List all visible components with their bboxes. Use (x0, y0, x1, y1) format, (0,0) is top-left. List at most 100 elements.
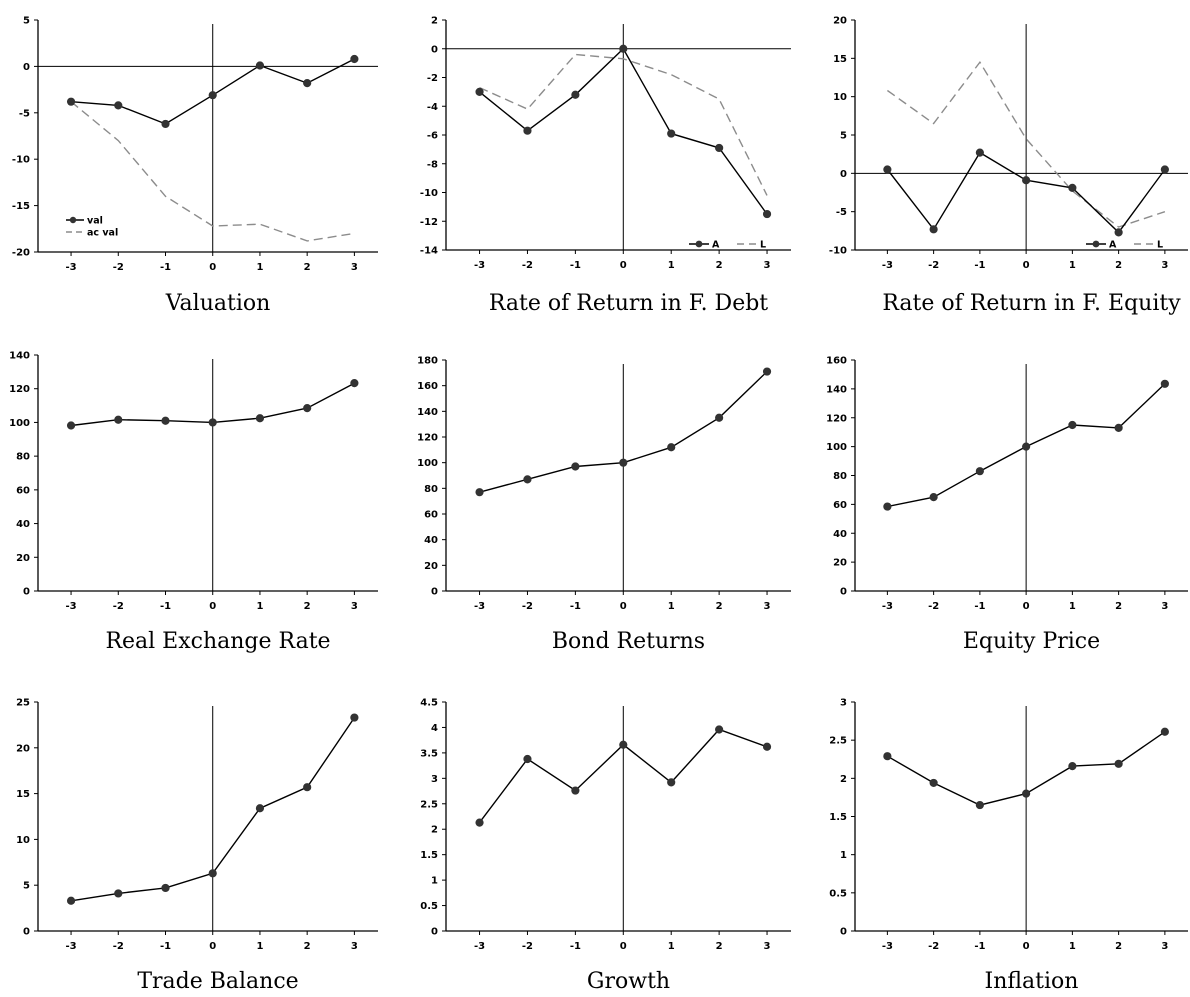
chart-svg: 160 140 120 100 80 60 40 20 0 -3 -2 -1 0 1 2 3 Equity Pr… (826, 356, 1188, 654)
y-tick-label: 0 (431, 927, 438, 938)
y-tick-label: 60 (833, 500, 847, 511)
y-tick-label: 40 (424, 535, 438, 546)
data-point (66, 421, 76, 430)
x-tick-label: -1 (160, 941, 171, 952)
data-point (1068, 183, 1077, 192)
data-point (523, 475, 532, 484)
legend-marker (1092, 240, 1100, 248)
chart-caption: Valuation (165, 291, 271, 316)
data-point (161, 119, 170, 129)
y-tick-label: -6 (427, 131, 438, 142)
y-tick-label: 15 (16, 789, 30, 800)
y-tick-label: 15 (833, 54, 847, 65)
y-tick-label: 4.5 (420, 698, 438, 709)
series-l (479, 53, 768, 196)
y-tick-label: -5 (836, 207, 847, 218)
data-point (571, 462, 580, 471)
x-tick-label: 1 (1069, 260, 1076, 271)
y-tick-label: 25 (16, 698, 30, 709)
chart-svg: 25 20 15 10 5 0 -3 -2 -1 0 1 2 3 Trade Balance (16, 698, 378, 994)
y-tick-label: -20 (12, 248, 30, 259)
chart-caption: Growth (587, 969, 670, 992)
data-point (883, 752, 892, 761)
x-tick-label: -1 (974, 601, 985, 612)
data-point (667, 778, 676, 787)
x-tick-label: 0 (209, 601, 216, 612)
data-point (475, 818, 484, 827)
y-tick-label: 40 (16, 519, 30, 530)
x-tick-label: 3 (764, 941, 771, 952)
y-tick-label: 2 (431, 16, 438, 27)
data-point (161, 883, 170, 893)
y-tick-label: 2 (840, 774, 847, 785)
y-tick-label: 180 (417, 356, 438, 367)
x-tick-label: 3 (351, 941, 358, 952)
x-tick-label: -2 (522, 941, 533, 952)
x-tick-label: 0 (1023, 260, 1030, 271)
data-point (475, 488, 484, 497)
data-point (208, 91, 217, 100)
data-point (255, 61, 265, 70)
panel-rate-of-return-in-f-equity: 20 15 10 5 0 -5 -10 -3 -2 -1 0 1 2 3 A L Rate of Return … (794, 0, 1190, 330)
y-tick-label: 120 (826, 413, 847, 424)
x-tick-label: -3 (474, 601, 485, 612)
data-point (975, 800, 984, 810)
y-tick-label: 20 (833, 558, 847, 569)
y-tick-label: 20 (16, 743, 30, 754)
y-tick-label: 140 (826, 384, 847, 395)
data-point (1022, 442, 1031, 451)
data-point (929, 225, 938, 234)
data-point (114, 889, 123, 898)
x-tick-label: -2 (928, 941, 939, 952)
x-tick-label: 1 (668, 601, 675, 612)
data-point (303, 783, 312, 792)
y-tick-label: 140 (9, 351, 30, 362)
data-point (1114, 423, 1123, 432)
x-tick-label: -1 (570, 941, 581, 952)
legend-label: ac val (87, 228, 118, 239)
y-tick-label: 0.5 (420, 901, 438, 912)
data-point (715, 725, 724, 734)
x-tick-label: -1 (570, 260, 581, 271)
y-tick-label: 10 (833, 92, 847, 103)
x-tick-label: 1 (256, 601, 263, 612)
x-tick-label: -3 (882, 260, 893, 271)
y-tick-label: -5 (19, 108, 30, 119)
legend-label: L (1157, 240, 1163, 251)
data-point (619, 44, 628, 53)
y-tick-label: 0 (23, 62, 30, 73)
x-tick-label: 1 (668, 260, 675, 271)
y-tick-label: 0 (23, 587, 30, 598)
x-tick-label: 0 (209, 262, 216, 273)
y-tick-label: 40 (833, 529, 847, 540)
y-tick-label: 5 (840, 131, 847, 142)
x-tick-label: 3 (1161, 601, 1168, 612)
chart-caption: Inflation (985, 969, 1079, 992)
data-point (883, 165, 892, 174)
y-tick-label: 1.5 (420, 850, 438, 861)
x-tick-label: 3 (1161, 941, 1168, 952)
x-tick-label: 2 (716, 260, 723, 271)
data-point (975, 467, 984, 476)
x-tick-label: 2 (716, 601, 723, 612)
data-point (208, 869, 217, 878)
y-tick-label: 100 (417, 458, 438, 469)
y-tick-label: 5 (23, 16, 30, 27)
y-tick-label: 2.5 (829, 736, 847, 747)
y-tick-label: 20 (424, 561, 438, 572)
x-tick-label: 1 (1069, 941, 1076, 952)
x-tick-label: -2 (522, 601, 533, 612)
data-point (255, 414, 265, 423)
data-point (523, 126, 532, 135)
x-tick-label: 2 (1115, 941, 1122, 952)
y-tick-label: 2 (431, 825, 438, 836)
x-tick-label: -1 (570, 601, 581, 612)
x-tick-label: 0 (620, 260, 627, 271)
data-point (66, 97, 76, 106)
y-tick-label: 100 (826, 442, 847, 453)
panel-bond-returns: 180 160 140 120 100 80 60 40 20 0 -3 -2 -1 0 1 2 3 Bond R… (397, 330, 794, 660)
y-tick-label: 1.5 (829, 812, 847, 823)
y-tick-label: 80 (424, 484, 438, 495)
